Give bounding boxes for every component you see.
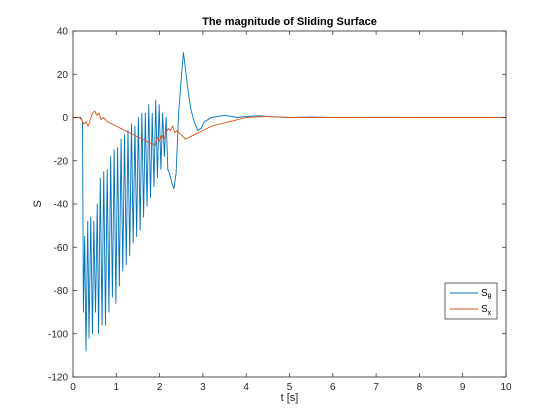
y-tick-label: -40 (54, 200, 69, 211)
x-tick-label: 1 (114, 382, 120, 393)
x-tick-label: 3 (200, 382, 206, 393)
x-tick-label: 5 (287, 382, 293, 393)
y-tick-label: -20 (54, 156, 69, 167)
y-tick-label: -60 (54, 243, 69, 254)
legend-label-s-theta: Sθ (481, 288, 492, 301)
x-tick-label: 10 (500, 382, 512, 393)
y-tick-label: 0 (62, 113, 68, 124)
y-axis-ticks: 40 20 0 -20 -40 -60 -80 -100 -120 (48, 27, 506, 384)
y-tick-label: -100 (48, 329, 68, 340)
legend: Sθ Sx (444, 282, 498, 320)
y-axis-label: S (32, 200, 44, 207)
legend-box (444, 282, 498, 320)
y-tick-label: 20 (57, 70, 69, 81)
x-tick-label: 7 (373, 382, 379, 393)
chart-title: The magnitude of Sliding Surface (202, 16, 377, 28)
x-tick-label: 9 (460, 382, 466, 393)
x-axis-ticks: 0 1 2 3 4 5 6 7 8 9 10 (70, 31, 512, 393)
series-line-s-x (73, 110, 506, 147)
x-tick-label: 2 (157, 382, 163, 393)
x-axis-label: t [s] (281, 392, 299, 404)
x-tick-label: 8 (417, 382, 423, 393)
legend-label-s-x: Sx (481, 304, 492, 317)
series-layer (73, 52, 506, 352)
y-tick-label: -80 (54, 286, 69, 297)
x-tick-label: 6 (330, 382, 336, 393)
y-tick-label: -120 (48, 373, 68, 384)
x-tick-label: 4 (243, 382, 249, 393)
x-tick-label: 0 (70, 382, 76, 393)
y-tick-label: 40 (57, 27, 69, 38)
series-line-s-theta (73, 52, 506, 352)
